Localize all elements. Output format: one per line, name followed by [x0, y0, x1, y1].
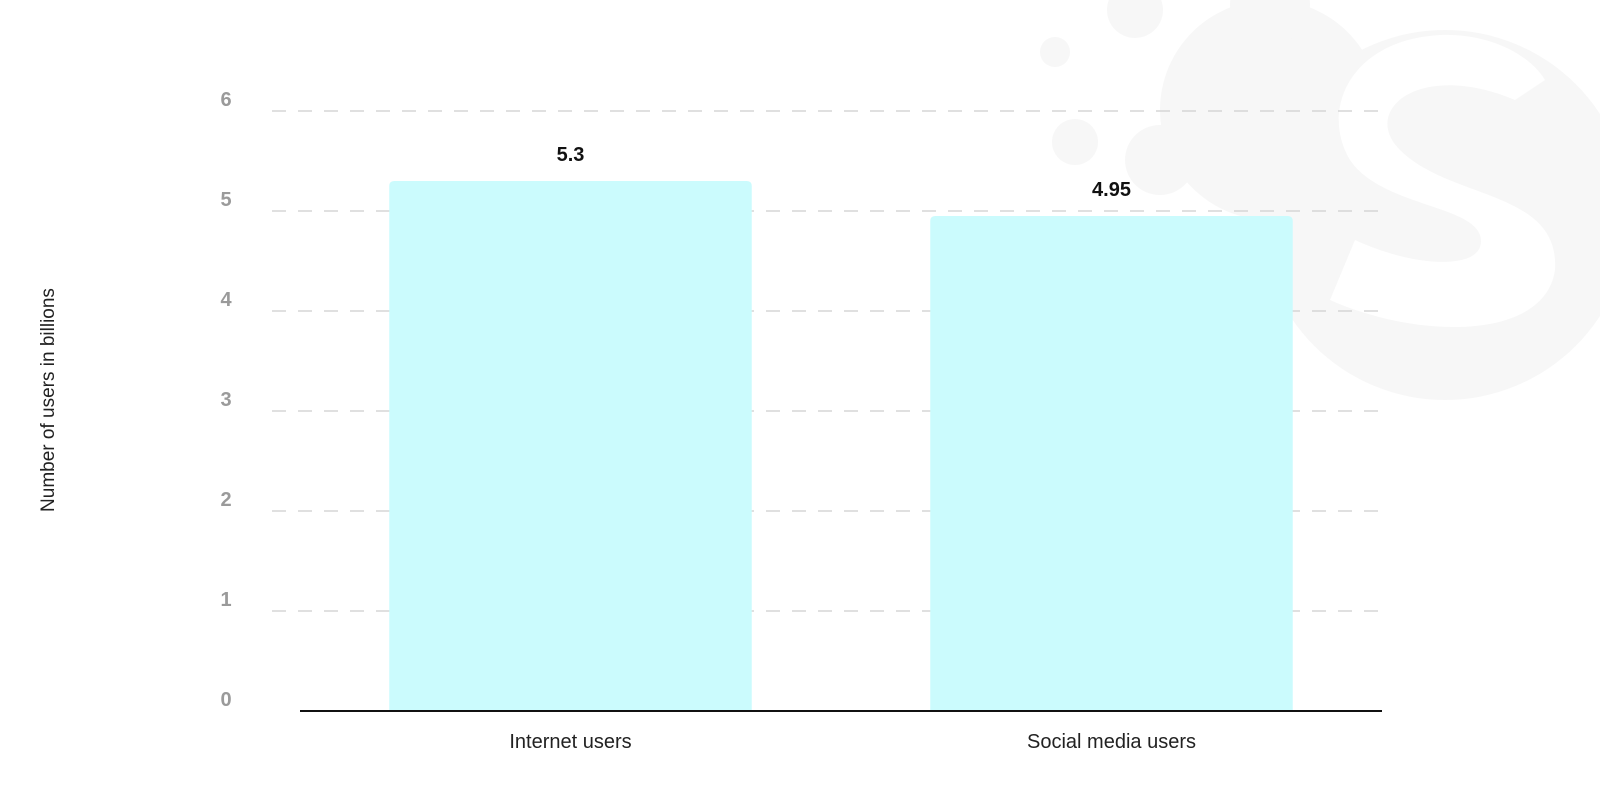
y-tick-label: 4 [220, 289, 232, 311]
y-tick-label: 2 [220, 489, 231, 511]
x-category-label: Social media users [1027, 731, 1196, 753]
x-axis-labels: Internet users Social media users [509, 731, 1196, 753]
y-axis-ticks: 0 1 2 3 4 5 6 [220, 89, 232, 711]
bar-social-media-users [930, 216, 1293, 711]
data-labels: 5.3 4.95 [557, 144, 1131, 201]
y-tick-label: 1 [220, 589, 231, 611]
bars [389, 181, 1293, 711]
y-tick-label: 3 [220, 389, 231, 411]
y-tick-label: 6 [220, 89, 231, 111]
data-label: 4.95 [1092, 179, 1131, 201]
y-axis-title: Number of users in billions [38, 288, 59, 512]
x-category-label: Internet users [509, 731, 631, 753]
data-label: 5.3 [557, 144, 585, 166]
statista-logo-icon [1040, 0, 1600, 400]
y-tick-label: 0 [220, 689, 231, 711]
watermark-letter-shape [1330, 34, 1556, 328]
bar-internet-users [389, 181, 752, 711]
y-tick-label: 5 [220, 189, 231, 211]
